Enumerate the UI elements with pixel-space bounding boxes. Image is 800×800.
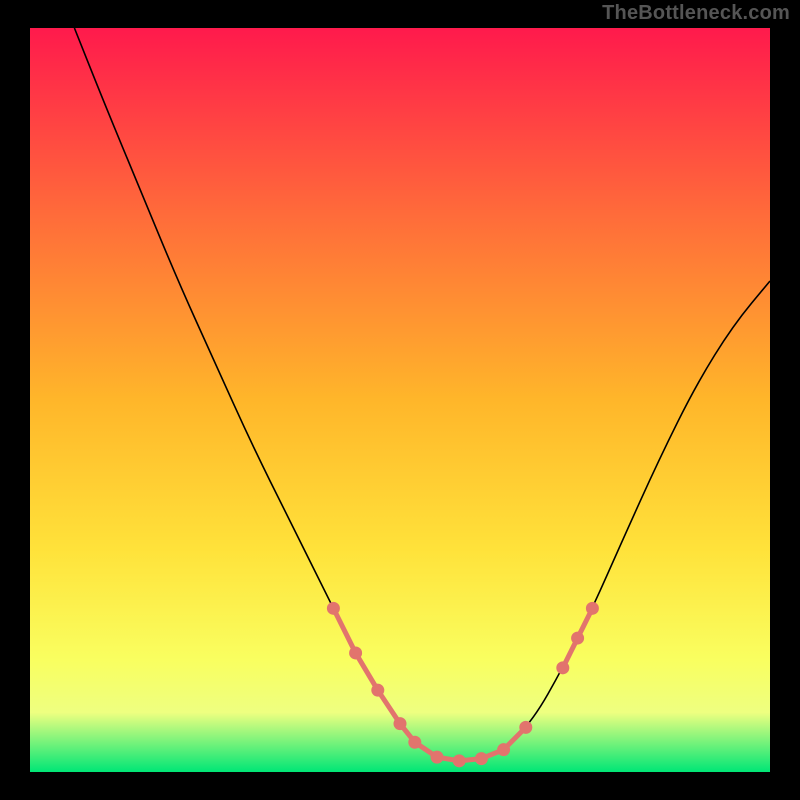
watermark-text: TheBottleneck.com — [602, 2, 790, 25]
marker-point — [349, 646, 362, 659]
marker-point — [556, 661, 569, 674]
marker-point — [519, 721, 532, 734]
marker-point — [475, 752, 488, 765]
marker-point — [408, 736, 421, 749]
marker-point — [497, 743, 510, 756]
bottleneck-curve-chart — [0, 0, 800, 800]
plot-background — [30, 28, 770, 772]
chart-container: TheBottleneck.com — [0, 0, 800, 800]
marker-point — [571, 632, 584, 645]
marker-point — [394, 717, 407, 730]
marker-point — [431, 751, 444, 764]
marker-point — [453, 754, 466, 767]
marker-point — [586, 602, 599, 615]
marker-point — [327, 602, 340, 615]
marker-point — [371, 684, 384, 697]
